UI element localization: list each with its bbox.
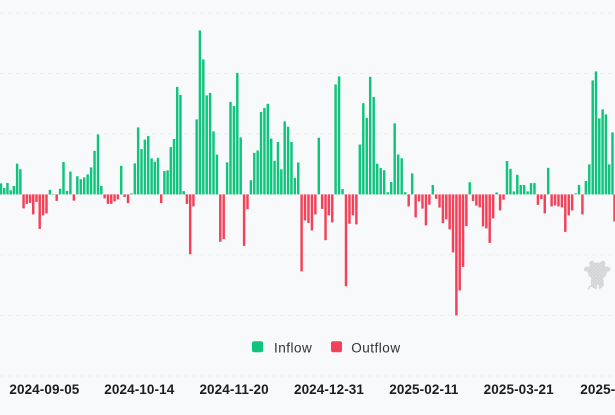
svg-text:2025-04-28: 2025-04-28 bbox=[580, 382, 615, 397]
svg-text:2024-11-20: 2024-11-20 bbox=[199, 382, 268, 397]
svg-text:2024-10-14: 2024-10-14 bbox=[104, 382, 174, 397]
svg-text:2024-09-05: 2024-09-05 bbox=[9, 382, 79, 397]
svg-text:Outflow: Outflow bbox=[351, 340, 400, 355]
svg-text:2025-03-21: 2025-03-21 bbox=[484, 382, 554, 397]
svg-text:2025-02-11: 2025-02-11 bbox=[389, 382, 459, 397]
svg-text:2024-12-31: 2024-12-31 bbox=[294, 382, 364, 397]
svg-text:Inflow: Inflow bbox=[274, 340, 312, 355]
